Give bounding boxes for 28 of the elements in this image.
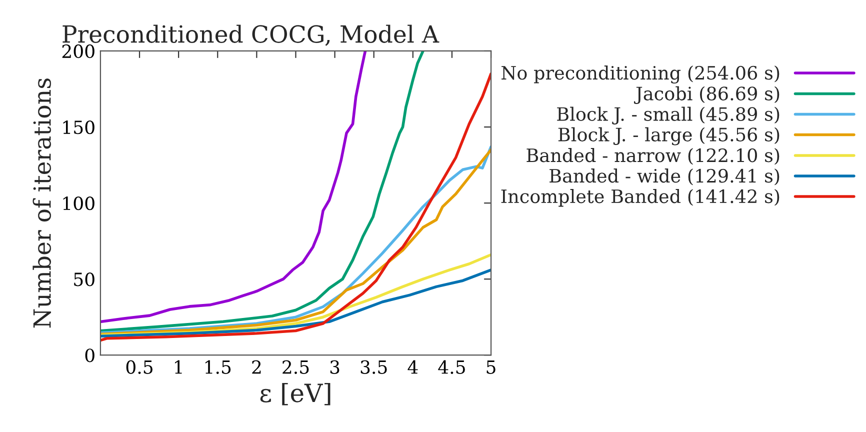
x-tick-label: 3.5 [360,360,387,374]
legend-label: Banded - wide (129.41 s) [550,168,780,186]
line-series [100,50,424,332]
legend-label: Jacobi (86.69 s) [634,86,780,104]
legend-label: Incomplete Banded (141.42 s) [501,189,780,207]
line-series [100,268,492,338]
y-tick-label: 200 [62,44,94,58]
legend-label: Block J. - small (45.89 s) [557,106,780,125]
x-tick-label: 0.5 [126,360,152,374]
y-tick-label: 50 [74,272,94,286]
legend-label: Block J. - large (45.56 s) [558,127,780,146]
x-tick-label: 4 [408,360,418,374]
y-tick-label: 100 [63,196,94,210]
y-axis-title: Number of iterations [32,78,51,328]
x-tick-label: 1.5 [205,360,231,374]
x-tick-label: 1 [175,360,182,374]
legend-label: No preconditioning (254.06 s) [502,66,780,84]
x-tick-label: 4.5 [438,360,465,374]
y-tick-label: 150 [63,120,94,134]
x-tick-label: 3 [330,360,340,374]
x-tick-label: 2 [252,360,261,374]
line-series [100,50,367,324]
x-tick-label: 5 [486,360,496,374]
x-axis-title: ε [eV] [260,382,330,406]
x-tick-label: 2.5 [282,360,309,374]
legend-label: Banded - narrow (122.10 s) [526,148,780,165]
y-tick-label: 0 [85,348,94,362]
line-series [100,72,492,342]
